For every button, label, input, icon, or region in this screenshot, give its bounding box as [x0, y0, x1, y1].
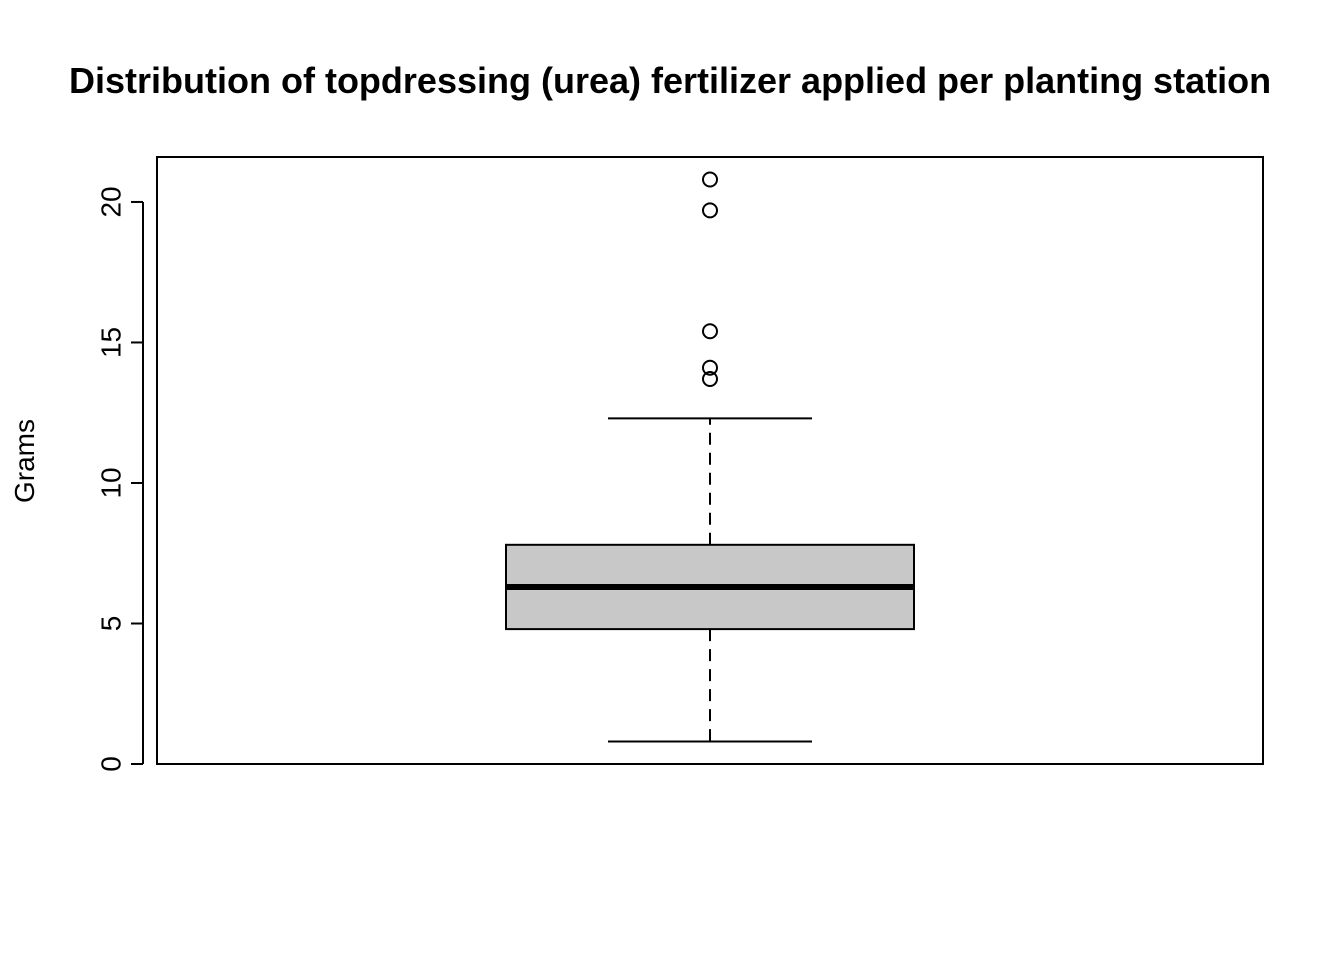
outlier-point — [702, 202, 718, 219]
plot-frame — [156, 156, 1264, 765]
y-tick-label: 0 — [96, 756, 127, 772]
y-axis-label: Grams — [9, 419, 40, 503]
outlier-point — [702, 359, 718, 376]
plot-area: 0 5 10 15 20 — [96, 156, 1264, 772]
y-tick-label: 5 — [96, 616, 127, 632]
outlier-point — [702, 171, 718, 188]
y-tick-label: 20 — [96, 186, 127, 217]
y-tick-label: 15 — [96, 327, 127, 358]
chart-title: Distribution of topdressing (urea) ferti… — [69, 60, 1271, 101]
outlier-point — [702, 323, 718, 340]
y-tick-label: 10 — [96, 467, 127, 498]
outlier-point — [702, 371, 718, 388]
